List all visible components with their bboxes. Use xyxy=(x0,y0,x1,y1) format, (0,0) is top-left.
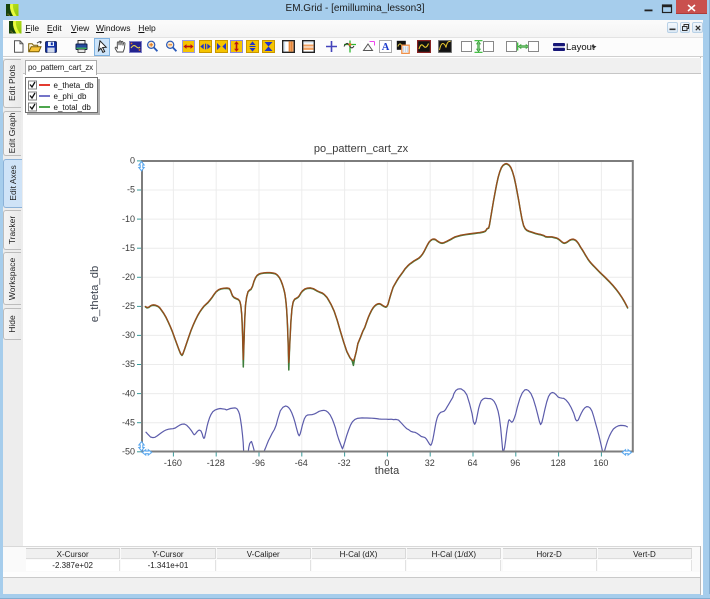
svg-text:e_total_db: e_total_db xyxy=(54,103,92,112)
svg-text:-96: -96 xyxy=(252,458,265,468)
svg-text:-128: -128 xyxy=(207,458,225,468)
svg-text:0: 0 xyxy=(130,156,135,166)
svg-text:theta: theta xyxy=(375,465,400,477)
svg-text:96: 96 xyxy=(510,458,520,468)
svg-text:-40: -40 xyxy=(122,388,135,398)
svg-text:-5: -5 xyxy=(127,185,135,195)
svg-text:160: 160 xyxy=(593,458,608,468)
svg-text:0: 0 xyxy=(384,458,389,468)
svg-text:po_pattern_cart_zx: po_pattern_cart_zx xyxy=(314,143,409,155)
svg-text:e_phi_db: e_phi_db xyxy=(54,92,87,101)
svg-text:A: A xyxy=(381,42,389,53)
svg-text:e_theta_db: e_theta_db xyxy=(89,266,101,323)
svg-text:e_theta_db: e_theta_db xyxy=(54,81,95,90)
svg-text:-35: -35 xyxy=(122,359,135,369)
svg-text:-160: -160 xyxy=(164,458,182,468)
svg-text:-30: -30 xyxy=(122,330,135,340)
svg-text:-15: -15 xyxy=(122,243,135,253)
svg-text:-45: -45 xyxy=(122,417,135,427)
svg-text:-64: -64 xyxy=(295,458,308,468)
svg-text:-10: -10 xyxy=(122,214,135,224)
svg-text:-25: -25 xyxy=(122,301,135,311)
svg-text:128: 128 xyxy=(551,458,566,468)
svg-text:-20: -20 xyxy=(122,272,135,282)
svg-text:-32: -32 xyxy=(338,458,351,468)
svg-text:32: 32 xyxy=(425,458,435,468)
svg-text:-50: -50 xyxy=(122,447,135,457)
svg-text:64: 64 xyxy=(467,458,477,468)
